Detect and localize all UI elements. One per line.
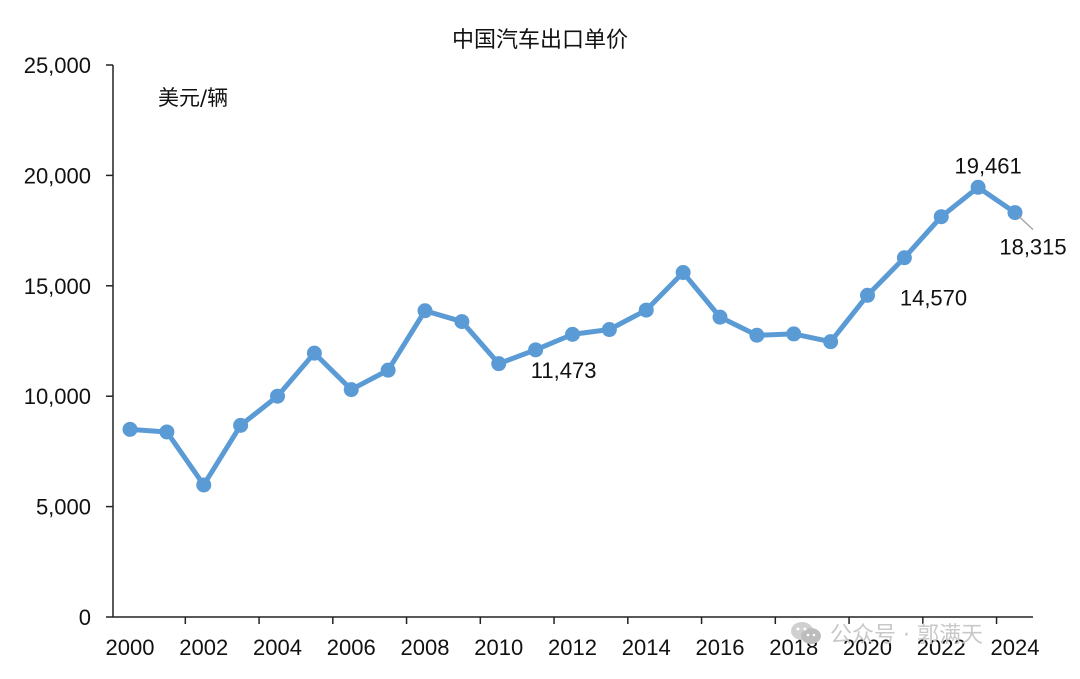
data-point (417, 303, 433, 319)
x-tick-label: 2022 (917, 635, 966, 660)
series-layer (122, 179, 1023, 493)
data-point (196, 477, 212, 493)
x-tick-label: 2016 (696, 635, 745, 660)
x-tick-label: 2024 (991, 635, 1040, 660)
data-label: 19,461 (954, 153, 1021, 178)
data-label: 11,473 (531, 358, 597, 383)
chart-title: 中国汽车出口单价 (451, 28, 628, 53)
x-tick-label: 2014 (622, 635, 671, 660)
x-tick-label: 2004 (253, 635, 302, 660)
watermark-text: 公众号 · 郭满天 (830, 623, 983, 648)
y-tick-label: 25,000 (24, 53, 91, 78)
y-axis-unit-label: 美元/辆 (158, 86, 229, 110)
y-tick-label: 20,000 (24, 163, 91, 188)
data-point (860, 287, 875, 303)
y-tick-label: 0 (79, 605, 91, 630)
data-labels-layer: 11,473 14,570 19,461 18,315 (531, 153, 1067, 383)
data-point (823, 334, 839, 350)
data-point (491, 356, 507, 372)
y-tick-label: 5,000 (36, 495, 91, 520)
data-point (343, 382, 359, 398)
data-point (638, 302, 654, 318)
watermark: 公众号 · 郭满天 (790, 617, 983, 649)
data-point (896, 250, 912, 266)
x-tick-label: 2000 (106, 635, 155, 660)
data-label: 14,570 (900, 285, 967, 310)
x-tick-label: 2010 (474, 635, 523, 660)
data-point (306, 345, 322, 361)
data-point (675, 265, 691, 281)
y-tick-label: 10,000 (24, 384, 91, 409)
data-point (270, 388, 285, 404)
data-point (565, 326, 580, 342)
data-point (528, 342, 544, 358)
x-tick-label: 2012 (548, 635, 597, 660)
data-point (749, 327, 765, 343)
data-label-leader (1017, 215, 1034, 231)
x-tick-label: 2008 (401, 635, 450, 660)
data-point (601, 322, 617, 338)
data-point (786, 326, 802, 342)
y-tick-label: 15,000 (24, 274, 91, 299)
axes: 0 5,000 10,000 15,000 20,000 25,000 2000 2002 20… (24, 53, 1040, 660)
data-point (122, 421, 138, 437)
data-point (454, 314, 470, 330)
data-point (933, 209, 949, 225)
data-point (159, 424, 175, 440)
x-tick-label: 2002 (179, 635, 228, 660)
data-point (233, 417, 249, 433)
data-point (380, 362, 396, 378)
wechat-icon (791, 622, 821, 644)
x-tick-label: 2020 (843, 635, 892, 660)
data-label: 18,315 (999, 235, 1066, 260)
data-point (712, 309, 728, 325)
x-tick-label: 2006 (327, 635, 376, 660)
data-point (970, 179, 986, 195)
